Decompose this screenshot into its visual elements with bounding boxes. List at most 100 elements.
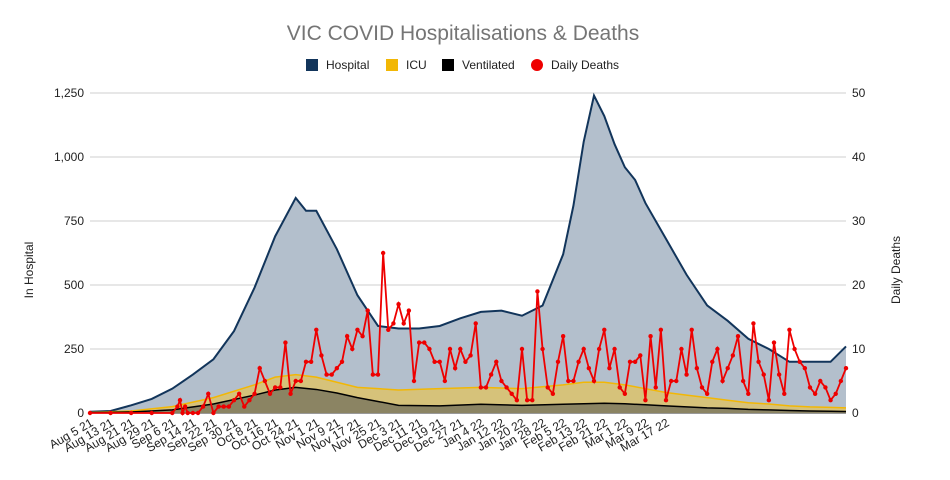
death-point <box>843 366 849 371</box>
death-point <box>422 340 427 345</box>
death-point <box>694 366 700 371</box>
death-point <box>684 372 689 377</box>
death-point <box>437 359 442 364</box>
y-left-tick-label: 1,250 <box>54 86 84 100</box>
death-point <box>226 404 232 409</box>
death-point <box>576 359 581 364</box>
death-point <box>458 346 463 352</box>
legend-swatch-ventilated <box>442 59 454 71</box>
death-point <box>339 359 345 364</box>
death-point <box>751 321 756 326</box>
death-point <box>416 340 422 345</box>
death-point <box>802 366 808 371</box>
death-point <box>442 378 448 384</box>
death-point <box>663 398 669 403</box>
death-point <box>247 398 252 403</box>
y-left-tick-label: 500 <box>64 278 84 292</box>
death-point <box>509 391 514 396</box>
death-point <box>550 391 556 396</box>
death-point <box>242 404 247 409</box>
legend: Hospital ICU Ventilated Daily Deaths <box>306 58 619 72</box>
death-point <box>519 346 525 352</box>
death-point <box>314 327 319 332</box>
death-point <box>560 334 566 339</box>
y-left-tick-label: 0 <box>77 406 84 420</box>
death-point <box>262 378 268 384</box>
death-point <box>478 385 484 390</box>
legend-label-deaths: Daily Deaths <box>551 58 619 72</box>
death-point <box>761 372 766 377</box>
death-point <box>128 410 134 416</box>
y-right-tick-label: 50 <box>852 86 866 100</box>
death-point <box>710 359 715 364</box>
death-point <box>632 359 638 364</box>
death-point <box>380 250 386 256</box>
death-point <box>782 391 787 396</box>
death-point <box>668 378 674 384</box>
death-point <box>602 327 607 332</box>
death-point <box>514 398 520 403</box>
death-point <box>787 327 792 332</box>
y-right-tick-label: 20 <box>852 278 866 292</box>
death-point <box>303 359 309 364</box>
death-point <box>324 372 329 377</box>
death-point <box>308 359 314 364</box>
death-point <box>622 391 628 396</box>
death-point <box>833 391 838 396</box>
death-point <box>653 385 658 390</box>
death-point <box>334 366 340 371</box>
death-point <box>206 391 211 396</box>
death-point <box>524 398 530 403</box>
y-left-tick-label: 250 <box>64 342 84 356</box>
death-point <box>766 398 772 403</box>
y-left-tick-label: 1,000 <box>54 150 84 164</box>
y-axis-right-title: Daily Deaths <box>889 236 903 304</box>
death-point <box>776 372 782 377</box>
death-point <box>818 378 823 384</box>
death-point <box>370 372 376 377</box>
death-point <box>272 385 278 390</box>
death-point <box>540 346 545 352</box>
death-point <box>355 327 360 332</box>
death-point <box>283 340 288 345</box>
death-point <box>386 327 391 332</box>
legend-label-icu: ICU <box>406 58 427 72</box>
death-point <box>231 398 237 403</box>
series-line-daily-deaths <box>90 252 847 417</box>
death-point <box>190 410 196 416</box>
death-point <box>236 391 242 396</box>
death-point <box>360 334 365 339</box>
y-right-tick-label: 0 <box>852 406 859 420</box>
y-right-tick-label: 40 <box>852 150 866 164</box>
death-point <box>828 398 833 403</box>
death-point <box>182 404 188 409</box>
legend-swatch-hospital <box>306 59 318 71</box>
death-point <box>211 410 216 416</box>
death-point <box>679 346 684 352</box>
death-point <box>638 353 643 358</box>
death-point <box>170 410 175 416</box>
death-point <box>396 302 401 307</box>
death-point <box>730 353 736 358</box>
death-point <box>391 321 396 326</box>
death-point <box>812 391 818 396</box>
death-point <box>427 346 432 352</box>
death-point <box>792 346 797 352</box>
death-point <box>411 378 417 384</box>
series-line-icu <box>89 373 847 414</box>
legend-label-hospital: Hospital <box>326 58 369 72</box>
death-point <box>591 378 597 384</box>
y-left-tick-label: 750 <box>64 214 84 228</box>
death-point <box>499 378 504 384</box>
death-point <box>401 321 406 326</box>
area-fill-ventilated <box>90 387 846 413</box>
y-right-tick-label: 30 <box>852 214 866 228</box>
death-point <box>807 385 813 390</box>
death-point <box>298 378 304 384</box>
death-point <box>365 308 370 313</box>
death-point <box>257 366 262 371</box>
death-point <box>177 398 183 403</box>
legend-swatch-icu <box>386 59 398 71</box>
death-point <box>838 378 844 384</box>
